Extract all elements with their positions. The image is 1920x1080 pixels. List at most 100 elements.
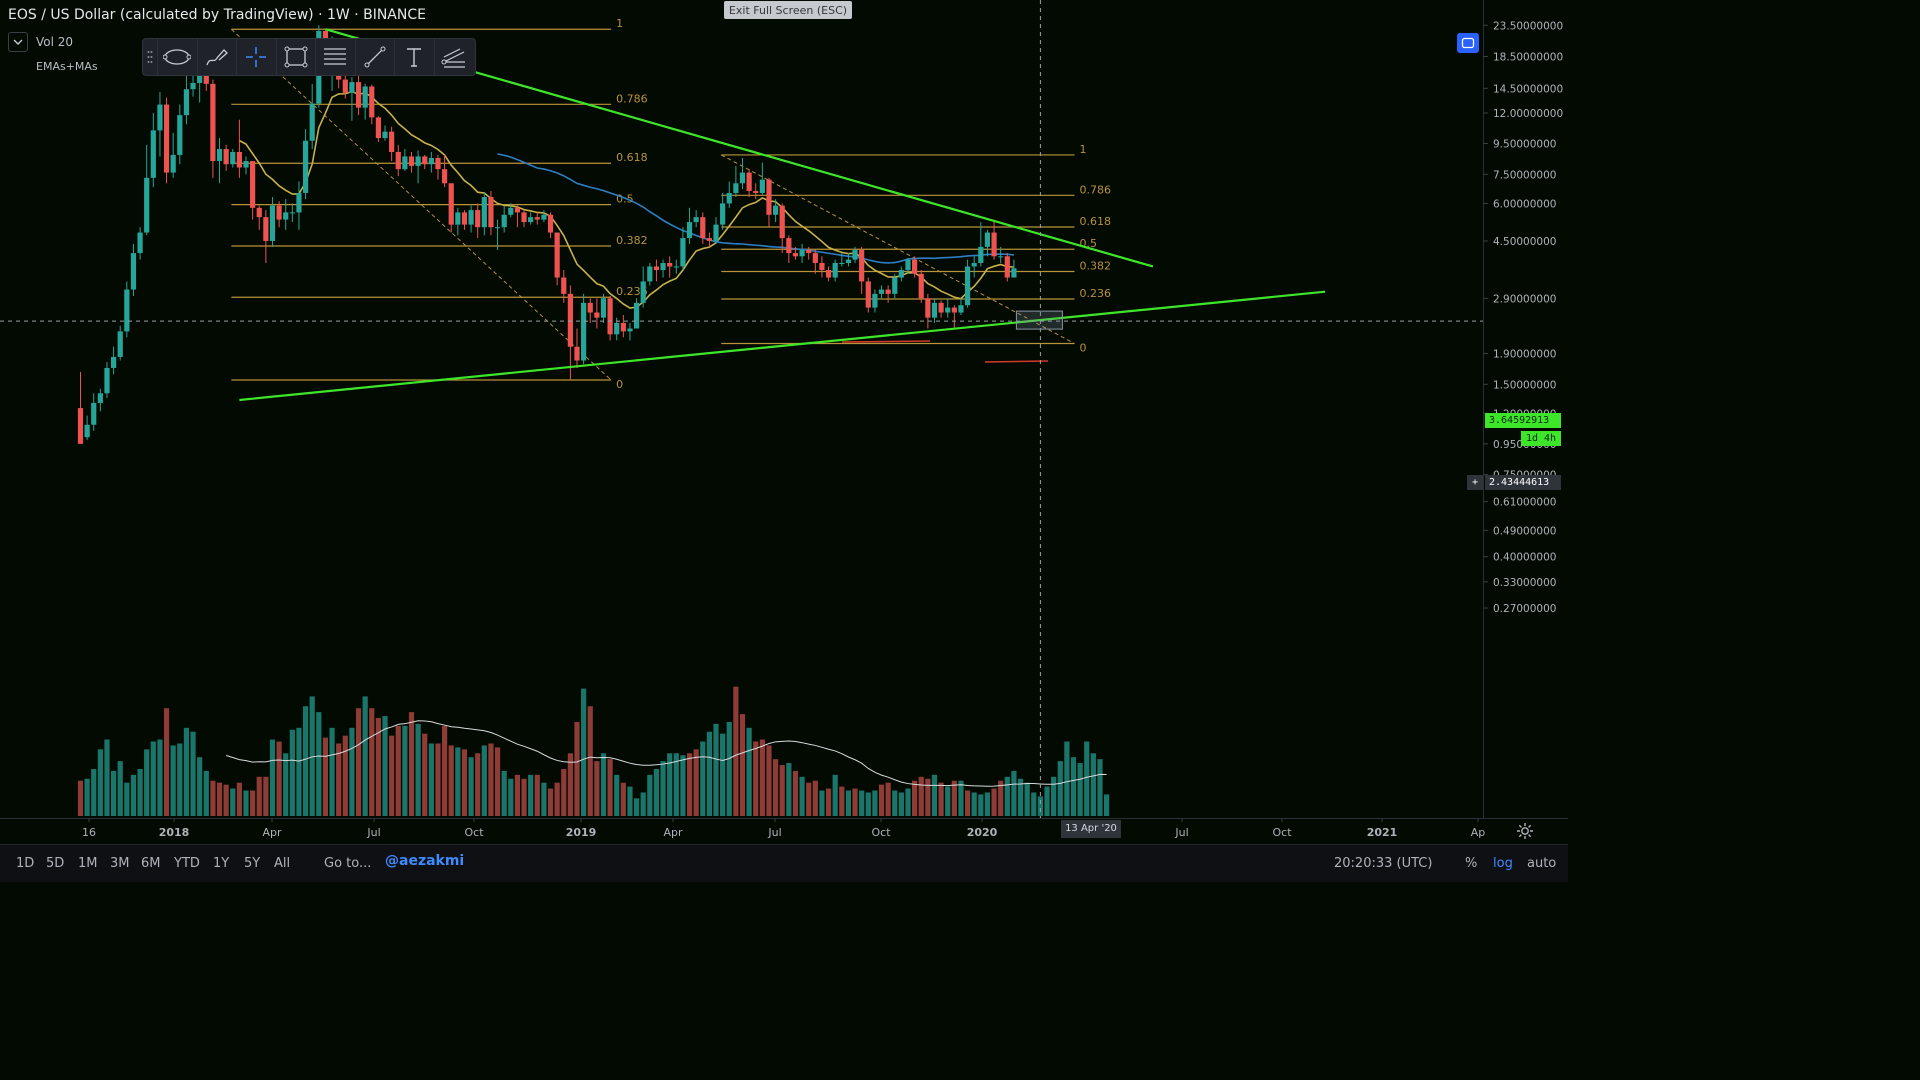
- candle-body: [216, 149, 223, 162]
- price-axis-label: 29.50000000: [1493, 0, 1563, 3]
- price-axis-label: 4.50000000: [1493, 236, 1556, 248]
- volume-bar: [130, 774, 137, 816]
- crosshair-plus-button[interactable]: +: [1467, 475, 1483, 490]
- volume-bar: [534, 774, 540, 816]
- volume-bar: [713, 723, 719, 816]
- candle-body: [825, 270, 832, 278]
- candle-body: [150, 130, 156, 178]
- volume-bar: [448, 745, 454, 816]
- volume-bar: [574, 721, 580, 816]
- crosshair-price-value: 2.43444613: [1489, 477, 1550, 488]
- candle-body: [203, 71, 209, 84]
- indicator-volume-label[interactable]: Vol 20: [36, 35, 74, 49]
- volume-bar: [567, 753, 573, 816]
- volume-bar: [766, 745, 772, 816]
- indicator-ema-label[interactable]: EMAs+MAs: [36, 60, 98, 73]
- volume-bar: [422, 733, 428, 816]
- candle-body: [673, 266, 679, 268]
- exit-fullscreen-button[interactable]: Exit Full Screen (ESC): [724, 1, 852, 19]
- candle-body: [395, 151, 401, 170]
- timeframe-6m[interactable]: 6M: [141, 856, 161, 871]
- fib-level-label: 0.786: [1080, 183, 1112, 196]
- volume-bar: [971, 792, 977, 816]
- candle-body: [984, 232, 991, 247]
- ellipse-tool-button[interactable]: [157, 39, 197, 75]
- brush-tool-button[interactable]: [196, 39, 237, 75]
- time-axis-label: 2021: [1367, 826, 1398, 839]
- pitchfork-tool-button[interactable]: [433, 39, 474, 75]
- candle-body: [872, 293, 878, 308]
- timeframe-3m[interactable]: 3M: [110, 856, 130, 871]
- fullscreen-toggle-button[interactable]: [1457, 33, 1479, 53]
- utc-clock[interactable]: 20:20:33 (UTC): [1334, 856, 1433, 871]
- timeframe-ytd[interactable]: YTD: [174, 856, 200, 871]
- timeframe-1d[interactable]: 1D: [16, 856, 35, 871]
- log-scale-toggle[interactable]: log: [1493, 856, 1513, 871]
- candle-body: [726, 192, 732, 204]
- trendline-tool-button[interactable]: [354, 39, 395, 75]
- volume-bar: [991, 788, 997, 816]
- volume-bar: [620, 782, 626, 816]
- volume-bar: [183, 727, 190, 816]
- volume-bar: [276, 741, 282, 816]
- percent-scale-toggle[interactable]: %: [1465, 856, 1478, 871]
- volume-bar: [111, 770, 117, 816]
- candle-body: [369, 86, 375, 118]
- candle-body: [250, 161, 256, 208]
- candle-body: [283, 212, 289, 220]
- volume-bar: [488, 743, 494, 816]
- text-tool-button[interactable]: [394, 39, 434, 75]
- volume-bar: [898, 792, 904, 816]
- text-icon: [407, 48, 422, 67]
- time-axis-label: Apr: [663, 826, 683, 839]
- candle-body: [832, 263, 838, 278]
- candle-body: [720, 203, 726, 225]
- volume-bar: [269, 739, 276, 816]
- candle-body: [554, 232, 560, 278]
- drag-handle-icon[interactable]: [143, 39, 157, 75]
- rectangle-tool-button[interactable]: [275, 39, 316, 75]
- candle-body: [746, 172, 752, 191]
- volume-bar: [528, 774, 534, 816]
- candle-body: [223, 149, 229, 165]
- author-tag: @aezakmi: [385, 853, 465, 869]
- volume-bar: [501, 770, 507, 816]
- candle-body: [296, 192, 302, 213]
- fib-level-label: 0: [1080, 342, 1087, 355]
- crosshair-tool-button[interactable]: [236, 39, 276, 75]
- candle-body: [77, 408, 84, 444]
- candle-body: [653, 266, 660, 271]
- indicator-collapse-button[interactable]: [8, 32, 28, 52]
- volume-bar: [640, 792, 646, 816]
- goto-date-button[interactable]: Go to...: [324, 856, 372, 871]
- candle-body: [799, 249, 805, 257]
- timeframe-all[interactable]: All: [274, 856, 291, 871]
- price-axis-label: 6.00000000: [1493, 198, 1556, 210]
- price-chart[interactable]: 10.7860.6180.50.3820.236010.7860.6180.50…: [0, 0, 1568, 882]
- volume-bar: [561, 768, 567, 816]
- fib-levels-tool-button[interactable]: [315, 39, 355, 75]
- auto-scale-toggle[interactable]: auto: [1527, 856, 1557, 871]
- candle-body: [547, 214, 554, 233]
- candle-body: [812, 253, 818, 264]
- volume-bar: [819, 790, 825, 816]
- candle-body: [91, 402, 97, 425]
- volume-bar: [389, 735, 395, 816]
- candle-body: [885, 289, 891, 294]
- price-axis-label: 0.40000000: [1493, 552, 1556, 564]
- timeframe-1m[interactable]: 1M: [78, 856, 98, 871]
- volume-bar: [700, 741, 706, 816]
- candle-body: [263, 217, 269, 241]
- volume-bar: [839, 786, 845, 816]
- candle-body: [382, 131, 388, 139]
- timeframe-5y[interactable]: 5Y: [244, 856, 261, 871]
- candle-body: [865, 281, 871, 308]
- time-axis-label: Jul: [1174, 826, 1188, 839]
- candle-body: [541, 214, 547, 220]
- volume-bar: [918, 776, 924, 816]
- crosshair-selection-box: [1015, 310, 1063, 330]
- price-axis-label: 0.61000000: [1493, 497, 1556, 509]
- timeframe-1y[interactable]: 1Y: [213, 856, 230, 871]
- timeframe-5d[interactable]: 5D: [46, 856, 65, 871]
- settings-gear-icon[interactable]: [1516, 822, 1534, 844]
